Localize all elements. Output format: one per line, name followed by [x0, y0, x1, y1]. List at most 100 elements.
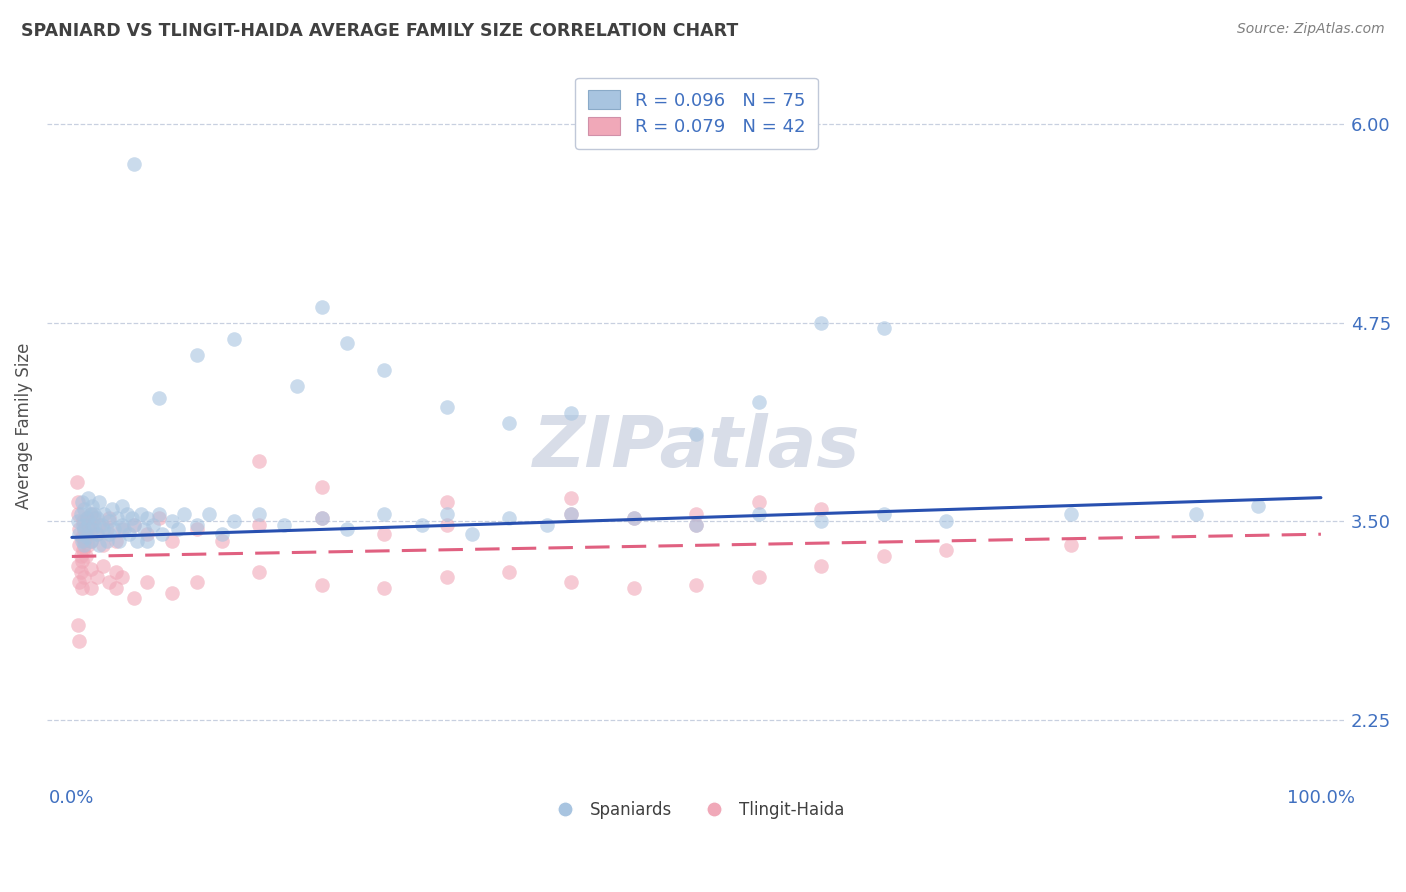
Point	[111, 570, 134, 584]
Point	[86, 527, 108, 541]
Point	[247, 517, 270, 532]
Point	[67, 495, 90, 509]
Text: ZIPatlas: ZIPatlas	[533, 413, 860, 482]
Point	[211, 527, 233, 541]
Point	[67, 507, 90, 521]
Point	[436, 517, 458, 532]
Point	[160, 533, 183, 548]
Point	[83, 517, 105, 532]
Point	[336, 523, 359, 537]
Point	[125, 533, 148, 548]
Point	[247, 454, 270, 468]
Point	[1247, 499, 1270, 513]
Point	[72, 515, 94, 529]
Point	[810, 316, 832, 330]
Point	[124, 591, 146, 605]
Point	[98, 527, 121, 541]
Point	[91, 559, 114, 574]
Point	[73, 523, 96, 537]
Point	[411, 517, 433, 532]
Point	[685, 517, 707, 532]
Point	[285, 379, 308, 393]
Point	[73, 570, 96, 584]
Point	[72, 543, 94, 558]
Point	[224, 332, 246, 346]
Point	[79, 533, 101, 548]
Point	[224, 515, 246, 529]
Point	[560, 507, 582, 521]
Point	[83, 507, 105, 521]
Point	[98, 515, 121, 529]
Point	[67, 538, 90, 552]
Point	[685, 517, 707, 532]
Point	[560, 491, 582, 505]
Point	[67, 633, 90, 648]
Point	[112, 523, 135, 537]
Point	[685, 578, 707, 592]
Point	[810, 559, 832, 574]
Point	[311, 578, 333, 592]
Point	[1060, 538, 1083, 552]
Point	[91, 538, 114, 552]
Point	[67, 559, 90, 574]
Point	[103, 523, 125, 537]
Point	[160, 515, 183, 529]
Point	[935, 543, 957, 558]
Point	[873, 549, 896, 564]
Point	[89, 517, 111, 532]
Point	[77, 538, 100, 552]
Point	[873, 507, 896, 521]
Point	[67, 527, 90, 541]
Point	[79, 507, 101, 521]
Point	[76, 511, 98, 525]
Point	[108, 533, 131, 548]
Point	[311, 479, 333, 493]
Point	[73, 501, 96, 516]
Point	[167, 523, 190, 537]
Point	[373, 581, 395, 595]
Point	[498, 566, 520, 580]
Point	[90, 517, 112, 532]
Point	[148, 511, 170, 525]
Point	[104, 566, 127, 580]
Point	[135, 527, 157, 541]
Point	[336, 336, 359, 351]
Point	[75, 549, 97, 564]
Point	[748, 395, 770, 409]
Point	[373, 507, 395, 521]
Point	[623, 511, 645, 525]
Point	[685, 427, 707, 442]
Point	[1185, 507, 1208, 521]
Point	[96, 523, 118, 537]
Point	[111, 523, 134, 537]
Point	[70, 581, 93, 595]
Point	[91, 523, 114, 537]
Point	[560, 507, 582, 521]
Point	[311, 300, 333, 314]
Point	[685, 507, 707, 521]
Point	[623, 581, 645, 595]
Point	[873, 320, 896, 334]
Point	[160, 586, 183, 600]
Point	[101, 501, 124, 516]
Point	[135, 574, 157, 589]
Point	[79, 507, 101, 521]
Point	[77, 517, 100, 532]
Point	[115, 507, 138, 521]
Point	[173, 507, 195, 521]
Point	[89, 495, 111, 509]
Point	[748, 570, 770, 584]
Point	[76, 527, 98, 541]
Point	[79, 562, 101, 576]
Point	[498, 511, 520, 525]
Legend: Spaniards, Tlingit-Haida: Spaniards, Tlingit-Haida	[541, 794, 851, 825]
Point	[104, 533, 127, 548]
Point	[96, 533, 118, 548]
Point	[70, 530, 93, 544]
Point	[79, 533, 101, 548]
Point	[186, 574, 208, 589]
Point	[73, 533, 96, 548]
Point	[135, 511, 157, 525]
Point	[273, 517, 295, 532]
Point	[810, 501, 832, 516]
